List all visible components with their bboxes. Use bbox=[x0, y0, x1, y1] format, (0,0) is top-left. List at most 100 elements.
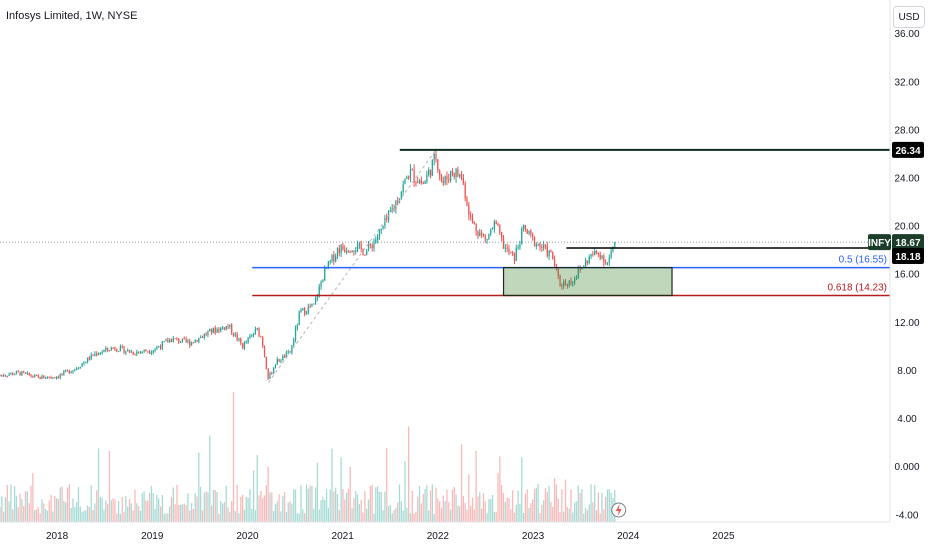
volume-bar bbox=[274, 504, 277, 522]
candle-body bbox=[579, 268, 581, 270]
volume-bar bbox=[39, 513, 41, 522]
x-tick-label: 2019 bbox=[141, 531, 164, 542]
x-tick-label: 2021 bbox=[332, 531, 355, 542]
candle-body bbox=[320, 282, 322, 287]
candle-body bbox=[283, 355, 286, 358]
candle-body bbox=[373, 241, 375, 249]
volume-bar bbox=[599, 513, 601, 522]
volume-bar bbox=[41, 499, 43, 522]
candle-body bbox=[249, 336, 251, 338]
volume-bar bbox=[340, 457, 342, 522]
volume-bar bbox=[103, 509, 105, 522]
volume-bar bbox=[172, 487, 174, 522]
candle-body bbox=[548, 250, 550, 257]
candle-body bbox=[592, 254, 594, 256]
candle-body bbox=[471, 216, 474, 223]
candle-body bbox=[480, 232, 483, 234]
volume-bar bbox=[484, 501, 486, 522]
currency-selector[interactable]: USD bbox=[893, 6, 925, 28]
candle-body bbox=[333, 254, 335, 262]
candle-body bbox=[462, 178, 464, 184]
volume-bar bbox=[579, 493, 581, 522]
candle-body bbox=[121, 346, 123, 348]
volume-bar bbox=[356, 494, 359, 522]
candle-body bbox=[468, 204, 470, 216]
volume-bar bbox=[495, 512, 497, 522]
candle-body bbox=[205, 333, 207, 335]
candle-body bbox=[19, 371, 21, 376]
volume-bar bbox=[181, 504, 184, 522]
candle-body bbox=[561, 285, 563, 287]
price-tag-text: 26.34 bbox=[895, 146, 920, 157]
candle-body bbox=[491, 228, 494, 230]
candle-body bbox=[94, 353, 96, 356]
candle-body bbox=[117, 351, 120, 353]
candle-body bbox=[344, 249, 346, 252]
candle-body bbox=[282, 355, 284, 361]
candle-body bbox=[1, 375, 3, 377]
volume-bar bbox=[559, 512, 561, 522]
volume-bar bbox=[300, 485, 302, 522]
volume-bar bbox=[117, 501, 120, 522]
volume-bar bbox=[605, 496, 607, 522]
volume-bar bbox=[167, 513, 169, 522]
volume-bar bbox=[282, 495, 284, 522]
candle-body bbox=[6, 375, 8, 377]
volume-bar bbox=[597, 492, 599, 522]
volume-bar bbox=[28, 503, 30, 522]
volume-bar bbox=[32, 473, 34, 522]
volume-bar bbox=[333, 491, 335, 522]
volume-bar bbox=[513, 512, 516, 522]
volume-bar bbox=[88, 507, 91, 522]
candle-body bbox=[190, 342, 193, 346]
candle-body bbox=[526, 229, 528, 234]
candle-body bbox=[382, 225, 384, 229]
volume-bar bbox=[99, 496, 101, 522]
volume-bar bbox=[302, 509, 304, 522]
volume-bar bbox=[154, 508, 156, 522]
volume-bar bbox=[404, 461, 406, 522]
volume-bar bbox=[460, 443, 463, 522]
volume-bar bbox=[409, 513, 412, 522]
candle-body bbox=[3, 375, 5, 377]
volume-bar bbox=[216, 492, 218, 522]
volume-bar bbox=[298, 513, 300, 522]
volume-bar bbox=[241, 494, 244, 522]
candle-body bbox=[161, 341, 163, 349]
candle-body bbox=[85, 362, 87, 364]
candle-body bbox=[417, 182, 419, 184]
volume-bar bbox=[176, 484, 178, 522]
candle-body bbox=[240, 338, 242, 344]
volume-bar bbox=[119, 513, 122, 522]
candle-body bbox=[433, 153, 435, 160]
candle-body bbox=[154, 348, 156, 351]
volume-bar bbox=[296, 513, 298, 522]
candle-body bbox=[426, 174, 428, 182]
candle-body bbox=[418, 180, 421, 184]
volume-bar bbox=[586, 510, 589, 522]
candle-body bbox=[220, 327, 222, 332]
volume-bar bbox=[577, 485, 579, 522]
demand-zone bbox=[502, 267, 673, 297]
candle-body bbox=[497, 224, 499, 226]
volume-bar bbox=[453, 486, 455, 522]
volume-bar bbox=[116, 513, 118, 522]
volume-bar bbox=[610, 492, 612, 522]
volume-bar bbox=[263, 495, 266, 522]
y-tick-label: 28.00 bbox=[894, 125, 919, 136]
volume-bar bbox=[528, 507, 530, 522]
volume-bar bbox=[530, 503, 532, 522]
candle-body bbox=[519, 244, 521, 248]
candle-body bbox=[490, 229, 492, 235]
volume-bar bbox=[196, 496, 198, 522]
candle-body bbox=[26, 372, 29, 374]
volume-bar bbox=[324, 500, 326, 522]
volume-bar bbox=[106, 503, 109, 522]
candle-body bbox=[479, 232, 481, 237]
volume-bar bbox=[148, 492, 151, 522]
candle-body bbox=[65, 370, 67, 372]
volume-bar bbox=[229, 511, 231, 522]
volume-bar bbox=[389, 504, 392, 522]
volume-bar bbox=[504, 501, 506, 522]
